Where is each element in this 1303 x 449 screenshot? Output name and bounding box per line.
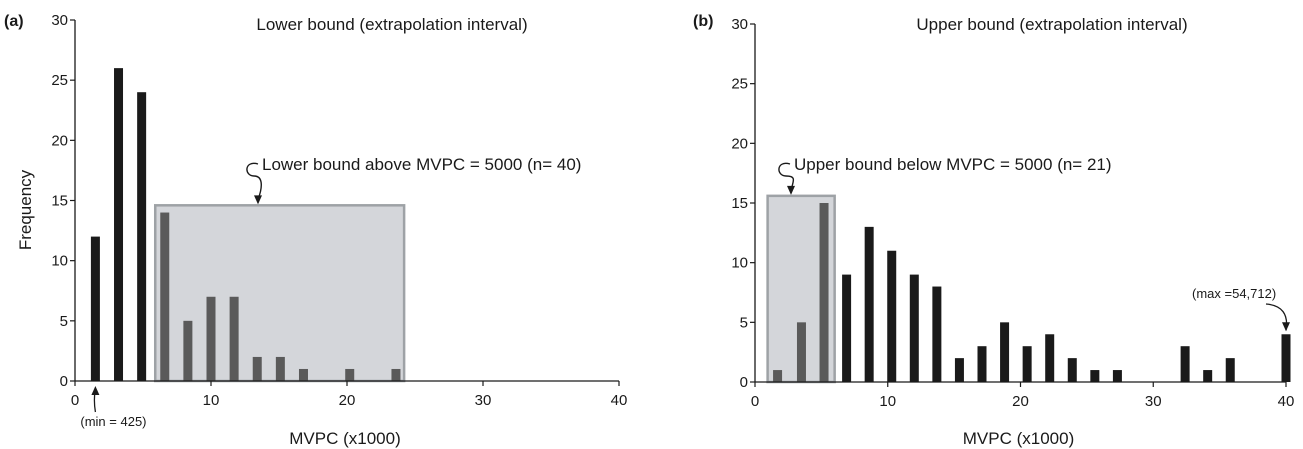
- bar: [275, 356, 285, 381]
- bar: [909, 274, 919, 382]
- x-tick-label: 10: [879, 393, 896, 410]
- y-tick-label: 25: [731, 76, 748, 93]
- annotation-arrowhead: [254, 195, 262, 205]
- x-tick-label: 40: [1278, 393, 1295, 410]
- box-annotation: Lower bound above MVPC = 5000 (n= 40): [262, 155, 581, 174]
- x-tick-label: 30: [475, 392, 492, 409]
- panel-label: (b): [693, 13, 713, 30]
- bar: [1225, 358, 1235, 382]
- highlight-box: [153, 204, 406, 383]
- bar: [90, 236, 100, 381]
- bar: [796, 322, 806, 382]
- bar: [977, 346, 987, 382]
- bar: [1045, 334, 1055, 382]
- y-tick-label: 20: [51, 132, 68, 149]
- bar: [160, 212, 170, 381]
- x-axis-label: MVPC (x1000): [963, 429, 1074, 448]
- y-tick-label: 5: [60, 313, 68, 330]
- bar: [1281, 334, 1291, 382]
- bar: [137, 92, 147, 381]
- y-tick-label: 0: [740, 374, 748, 391]
- bar: [1022, 346, 1032, 382]
- min-annotation: (min = 425): [80, 414, 146, 429]
- bar: [391, 368, 401, 381]
- x-tick-label: 40: [611, 392, 628, 409]
- bar: [206, 296, 216, 381]
- bar: [1090, 370, 1100, 382]
- y-tick-label: 25: [51, 72, 68, 89]
- bar: [1203, 370, 1213, 382]
- y-tick-label: 5: [740, 314, 748, 331]
- chart-panel-a: 0 5 10 15 20 25 30 0 10 20 30 40 (a) Lower bound (ext…: [4, 12, 627, 448]
- x-tick-label: 10: [203, 392, 220, 409]
- max-annotation: (max =54,712): [1192, 286, 1276, 301]
- y-tick-label: 10: [731, 255, 748, 272]
- y-tick-label: 15: [731, 195, 748, 212]
- bar: [229, 296, 239, 381]
- x-axis-label: MVPC (x1000): [289, 429, 400, 448]
- chart-title: Upper bound (extrapolation interval): [916, 15, 1187, 34]
- x-tick-label: 20: [339, 392, 356, 409]
- x-tick-label: 0: [751, 393, 759, 410]
- y-tick-label: 30: [51, 12, 68, 29]
- bar: [819, 203, 829, 382]
- y-tick-label: 0: [60, 373, 68, 390]
- bar: [1067, 358, 1077, 382]
- x-tick-label: 0: [71, 392, 79, 409]
- box-annotation: Upper bound below MVPC = 5000 (n= 21): [794, 155, 1112, 174]
- bar: [114, 68, 124, 381]
- x-tick-label: 20: [1012, 393, 1029, 410]
- annotation-arrow: [246, 162, 262, 200]
- x-tick-label: 30: [1145, 393, 1162, 410]
- y-tick-label: 15: [51, 193, 68, 210]
- bar: [345, 368, 355, 381]
- bar: [887, 250, 897, 382]
- bar: [954, 358, 964, 382]
- y-tick-label: 10: [51, 253, 68, 270]
- bar: [252, 356, 262, 381]
- bar: [183, 320, 193, 381]
- chart-panel-b: 0 5 10 15 20 25 30 0 10 20 30 40 (b) Upper bound (ext…: [693, 13, 1294, 448]
- bar: [1000, 322, 1010, 382]
- annotation-arrowhead: [787, 185, 795, 195]
- min-arrowhead: [91, 386, 100, 395]
- bar: [932, 286, 942, 382]
- bar: [1112, 370, 1122, 382]
- max-arrowhead: [1282, 322, 1290, 332]
- panel-label: (a): [4, 13, 24, 30]
- chart-title: Lower bound (extrapolation interval): [256, 15, 527, 34]
- y-axis-label: Frequency: [16, 169, 35, 250]
- bar: [298, 368, 308, 381]
- bar: [1180, 346, 1190, 382]
- y-tick-label: 30: [731, 16, 748, 33]
- y-tick-label: 20: [731, 135, 748, 152]
- bar: [773, 370, 783, 382]
- bar: [864, 226, 874, 382]
- max-arrow: [1265, 303, 1288, 331]
- bar: [842, 274, 852, 382]
- annotation-arrow: [778, 162, 795, 191]
